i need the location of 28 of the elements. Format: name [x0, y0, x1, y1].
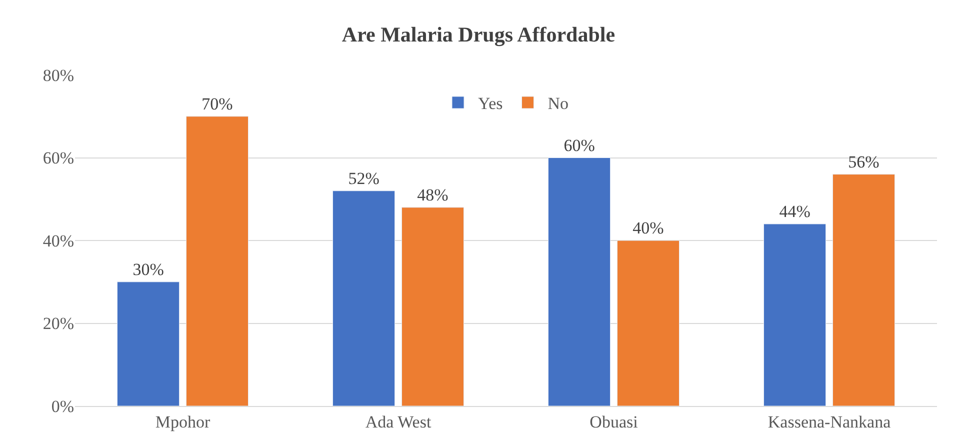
legend-label: Yes	[478, 94, 503, 114]
x-tick-label: Ada West	[365, 412, 432, 432]
y-tick-label: 40%	[42, 231, 74, 250]
bar	[186, 116, 249, 406]
bar	[763, 224, 826, 406]
data-label: 70%	[202, 94, 233, 114]
data-label: 30%	[132, 260, 164, 279]
x-tick-label: Obuasi	[590, 412, 638, 432]
y-tick-label: 20%	[42, 314, 74, 334]
data-label: 40%	[632, 218, 664, 238]
data-label: 52%	[348, 168, 380, 188]
y-tick-label: 60%	[42, 148, 74, 168]
bar	[832, 174, 896, 406]
bar	[401, 207, 464, 406]
data-label: 60%	[564, 136, 595, 155]
x-tick-label: Kassena-Nankana	[768, 412, 892, 432]
data-label: 48%	[417, 185, 448, 204]
bar	[548, 158, 611, 406]
bar	[616, 240, 680, 406]
legend-label: No	[548, 94, 569, 114]
x-tick-label: Mpohor	[155, 412, 210, 432]
y-tick-label: 0%	[51, 396, 74, 416]
y-tick-label: 80%	[42, 66, 74, 85]
data-label: 44%	[779, 202, 810, 221]
bar	[332, 190, 396, 406]
chart-title: Are Malaria Drugs Affordable	[342, 22, 616, 46]
bar	[116, 282, 180, 406]
data-label: 56%	[848, 152, 880, 172]
